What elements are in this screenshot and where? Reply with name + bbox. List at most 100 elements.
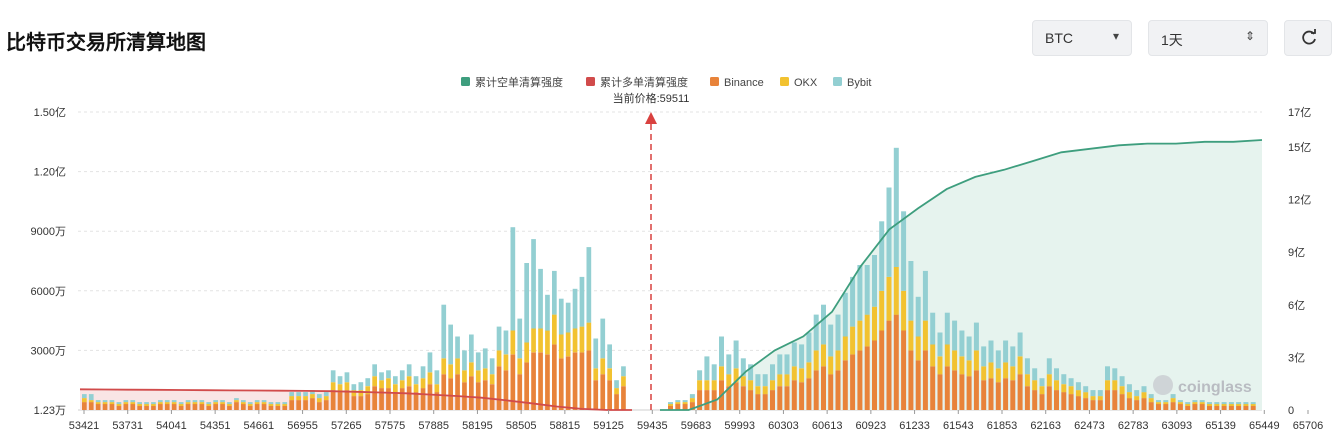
bar-right-bybit (719, 336, 724, 367)
bar-left-okx (545, 330, 550, 355)
coin-select[interactable]: BTC ▾ (1032, 20, 1132, 56)
bar-left-binance (496, 366, 502, 410)
current-price-marker: 当前价格:59511 (613, 91, 689, 410)
refresh-button[interactable] (1284, 20, 1332, 56)
x-tick-label: 54351 (200, 420, 231, 432)
bar-left-okx (330, 382, 336, 391)
bar-right-binance (864, 346, 870, 410)
bar-left-bybit (192, 400, 198, 403)
bar-right-bybit (748, 364, 754, 381)
range-select[interactable]: 1天 ⇕ (1148, 20, 1268, 56)
bar-right-binance (966, 376, 972, 410)
bar-right-binance (981, 380, 987, 410)
bar-right-binance (1236, 406, 1242, 410)
bar-left-bybit (303, 392, 308, 397)
bar-right-binance (1192, 404, 1198, 410)
bar-right-okx (762, 386, 768, 395)
bar-right-bybit (944, 312, 950, 345)
bar-right-okx (813, 350, 819, 371)
bar-right-binance (748, 390, 754, 410)
bar-right-bybit (1039, 378, 1045, 387)
bar-right-okx (850, 326, 856, 355)
axes: 1.23万 3000万 6000万 9000万 1.20亿 1.50亿 0 3亿 6亿 9亿 12亿… (31, 106, 1324, 432)
bar-left-binance (434, 392, 440, 410)
x-tick-label: 61233 (899, 420, 930, 432)
x-tick-label: 57265 (331, 420, 362, 432)
bar-right-bybit (922, 270, 928, 321)
bar-right-okx (973, 350, 979, 371)
bar-right-binance (675, 404, 681, 410)
bar-left-bybit (475, 352, 481, 371)
bar-left-binance (192, 404, 198, 410)
bar-right-bybit (879, 221, 885, 291)
bar-right-bybit (988, 340, 994, 363)
bar-left-binance (475, 382, 481, 410)
bar-right-bybit (770, 364, 775, 381)
bar-right-bybit (689, 394, 695, 399)
bar-left-okx (109, 402, 115, 405)
bar-left-bybit (296, 392, 301, 397)
bar-right-binance (879, 330, 885, 410)
bar-right-binance (915, 360, 921, 410)
bar-left-okx (206, 404, 212, 406)
x-tick-label: 62473 (1074, 420, 1105, 432)
bar-left-okx (399, 380, 405, 389)
bar-right-okx (952, 350, 958, 371)
bar-right-okx (682, 402, 688, 405)
bar-left-okx (88, 400, 94, 403)
caret-down-icon: ▾ (1112, 29, 1119, 43)
bar-left-bybit (344, 372, 350, 383)
bar-right-okx (959, 356, 965, 375)
bar-left-okx (227, 404, 232, 406)
bar-right-bybit (697, 370, 703, 381)
bar-left-bybit (531, 239, 536, 329)
bar-right-bybit (1250, 402, 1256, 405)
bar-left-bybit (241, 400, 246, 403)
y-left-tick-label: 1.50亿 (34, 106, 66, 119)
bar-left-binance (531, 352, 536, 410)
bar-right-bybit (872, 255, 877, 307)
bar-right-binance (1075, 396, 1081, 410)
bar-right-okx (770, 380, 775, 391)
bar-left-binance (365, 394, 371, 410)
bar-left-okx (220, 402, 225, 405)
bar-right-bybit (973, 322, 979, 351)
bar-left-binance (178, 406, 184, 410)
bar-left-binance (482, 380, 488, 410)
bar-left-okx (192, 402, 198, 405)
bar-right-bybit (726, 354, 732, 375)
bar-left-binance (344, 390, 350, 410)
bar-right-okx (857, 320, 863, 351)
bar-right-binance (1046, 386, 1052, 410)
bar-left-binance (268, 406, 274, 410)
x-tick-label: 58195 (462, 420, 493, 432)
bar-left-binance (82, 402, 87, 410)
bar-right-okx (1112, 380, 1118, 391)
bar-right-okx (879, 290, 885, 331)
bar-left-okx (420, 378, 426, 389)
bar-right-bybit (1032, 368, 1038, 381)
bar-left-binance (213, 404, 218, 410)
bar-right-bybit (1185, 402, 1191, 405)
bar-left-bybit (351, 384, 357, 391)
bar-left-okx (621, 376, 626, 387)
bar-right-okx (711, 380, 717, 391)
bar-left-binance (489, 384, 495, 410)
bar-left-bybit (178, 402, 184, 405)
bar-right-okx (733, 368, 739, 383)
y-left-tick-label: 6000万 (31, 286, 66, 298)
coin-select-value: BTC (1045, 30, 1073, 46)
bar-left-bybit (607, 344, 612, 369)
watermark-text: coinglass (1178, 379, 1252, 396)
watermark: coinglass (1153, 375, 1252, 396)
bar-left-bybit (130, 400, 136, 403)
y-left-tick-label: 3000万 (31, 345, 66, 357)
bar-right-okx (1221, 404, 1227, 406)
bar-left-bybit (82, 394, 87, 399)
bar-right-bybit (1236, 402, 1242, 405)
bar-left-binance (524, 362, 529, 410)
bar-left-binance (448, 378, 453, 410)
bar-left-binance (296, 400, 301, 410)
bar-right-okx (1068, 386, 1074, 395)
